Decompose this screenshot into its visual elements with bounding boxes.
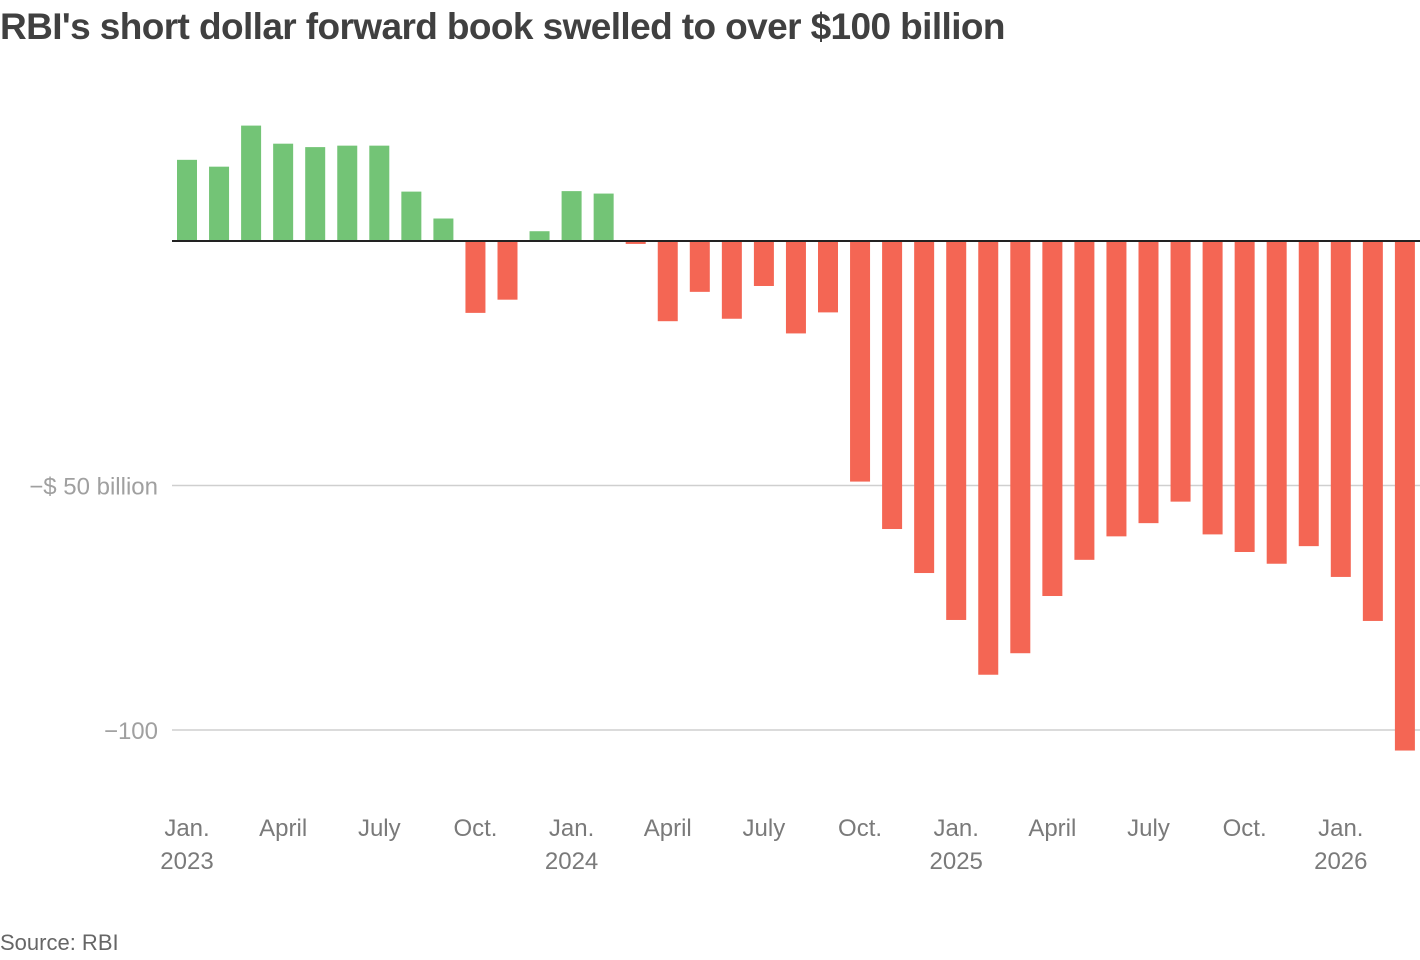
bar-2025-02 — [978, 241, 999, 675]
bar-2023-01 — [177, 159, 197, 241]
chart-title: RBI's short dollar forward book swelled … — [0, 6, 1006, 47]
x-tick-label: Oct. — [838, 815, 882, 842]
x-tick-label: April — [259, 815, 307, 842]
bar-2023-04 — [273, 143, 294, 241]
x-axis-ticks: Jan. 2023 April July Oct. Jan. 2024 April July Oc… — [160, 815, 1367, 875]
bar-2025-09 — [1202, 241, 1223, 535]
bar-2023-12 — [529, 231, 550, 241]
y-tick-label: −100 — [104, 718, 158, 745]
x-tick-label: Jan. — [1318, 815, 1363, 842]
bar-2024-08 — [785, 241, 806, 334]
bar-2024-11 — [882, 241, 903, 530]
bar-2024-07 — [753, 241, 774, 286]
bar-2025-05 — [1074, 241, 1095, 560]
x-tick-year-label: 2023 — [160, 848, 213, 875]
bar-2024-09 — [818, 241, 838, 313]
bar-2023-10 — [465, 241, 486, 313]
bar-2025-08 — [1170, 241, 1191, 502]
x-tick-label: July — [358, 815, 401, 842]
x-tick-label: Jan. — [934, 815, 979, 842]
bar-2025-11 — [1266, 241, 1287, 564]
x-tick-label: July — [743, 815, 786, 842]
bar-2023-06 — [337, 145, 358, 241]
bar-2024-12 — [914, 241, 935, 574]
bar-2024-03 — [625, 241, 646, 244]
bar-2023-11 — [497, 241, 518, 300]
bar-2023-09 — [433, 218, 454, 241]
y-axis-ticks: −$ 50 billion −100 — [29, 474, 158, 746]
gridlines — [172, 484, 1420, 731]
x-tick-label: April — [1028, 815, 1076, 842]
bar-2024-10 — [850, 241, 871, 482]
bar-2023-05 — [305, 147, 326, 241]
x-tick-label: Jan. — [164, 815, 209, 842]
bar-2024-04 — [657, 241, 678, 322]
bar-2024-05 — [689, 241, 710, 292]
bar-2025-03 — [1010, 241, 1031, 654]
bars — [177, 125, 1415, 751]
bar-2026-02 — [1362, 241, 1383, 621]
x-tick-label: July — [1127, 815, 1170, 842]
bar-2025-12 — [1298, 241, 1319, 547]
bar-2026-01 — [1330, 241, 1351, 577]
bar-2023-02 — [209, 166, 230, 241]
x-tick-label: April — [644, 815, 692, 842]
y-tick-label: −$ 50 billion — [29, 474, 158, 501]
bar-2023-08 — [401, 191, 422, 241]
bar-2024-06 — [721, 241, 742, 319]
bar-2023-03 — [241, 125, 262, 241]
bar-2026-03 — [1394, 241, 1415, 751]
bar-2024-01 — [561, 191, 582, 241]
bar-2025-06 — [1106, 241, 1127, 537]
x-tick-year-label: 2026 — [1314, 848, 1367, 875]
bar-2025-07 — [1138, 241, 1159, 524]
x-tick-year-label: 2024 — [545, 848, 598, 875]
bar-2023-07 — [369, 145, 390, 241]
source-note: Source: RBI — [0, 930, 119, 955]
bar-2025-01 — [946, 241, 967, 620]
x-tick-label: Jan. — [549, 815, 594, 842]
x-tick-label: Oct. — [453, 815, 497, 842]
bar-2025-04 — [1042, 241, 1063, 597]
x-tick-year-label: 2025 — [930, 848, 983, 875]
x-tick-label: Oct. — [1223, 815, 1267, 842]
bar-2025-10 — [1234, 241, 1255, 552]
bar-2024-02 — [593, 193, 614, 241]
